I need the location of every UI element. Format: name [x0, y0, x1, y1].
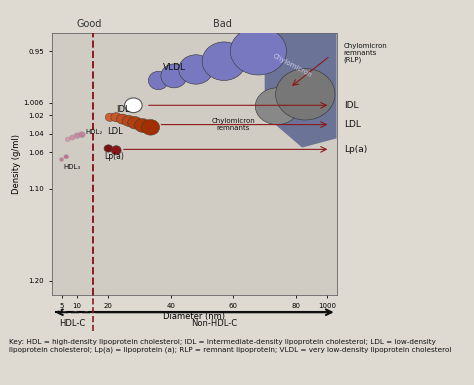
Polygon shape [264, 33, 337, 147]
Ellipse shape [179, 55, 213, 84]
Text: Bad: Bad [213, 19, 232, 29]
Text: HDL₂: HDL₂ [85, 129, 102, 135]
Text: Lp(a): Lp(a) [344, 145, 367, 154]
Ellipse shape [128, 117, 142, 129]
Text: Chylomicron: Chylomicron [272, 53, 313, 79]
X-axis label: Diameter (nm): Diameter (nm) [164, 311, 225, 321]
Ellipse shape [70, 135, 75, 140]
Ellipse shape [59, 157, 64, 161]
Text: Non-HDL-C: Non-HDL-C [191, 320, 238, 328]
Y-axis label: Density (g/ml): Density (g/ml) [12, 134, 21, 194]
Ellipse shape [161, 64, 187, 88]
Text: Key: HDL = high-density lipoprotein cholesterol; IDL = intermediate-density lipo: Key: HDL = high-density lipoprotein chol… [9, 339, 452, 353]
Text: LDL: LDL [107, 127, 122, 136]
Text: Chylomicron
remnants
(RLP): Chylomicron remnants (RLP) [344, 43, 387, 63]
Text: VLDL: VLDL [163, 63, 185, 72]
Ellipse shape [117, 114, 128, 124]
Ellipse shape [111, 146, 121, 155]
Text: IDL: IDL [116, 105, 129, 114]
Ellipse shape [255, 88, 299, 125]
Ellipse shape [65, 137, 70, 142]
Ellipse shape [111, 113, 121, 122]
Ellipse shape [105, 113, 115, 121]
Ellipse shape [202, 42, 246, 80]
Ellipse shape [122, 116, 135, 126]
Ellipse shape [104, 145, 113, 152]
Ellipse shape [230, 27, 287, 75]
Text: Good: Good [76, 19, 102, 29]
Text: IDL: IDL [344, 101, 358, 110]
Ellipse shape [64, 155, 69, 159]
Text: Lp(a): Lp(a) [105, 152, 125, 161]
Text: HDL₃: HDL₃ [63, 164, 80, 170]
Ellipse shape [275, 69, 335, 120]
Ellipse shape [125, 98, 142, 113]
Ellipse shape [74, 133, 80, 138]
Text: HDL-C: HDL-C [59, 320, 86, 328]
Ellipse shape [135, 119, 151, 132]
Text: LDL: LDL [344, 120, 361, 129]
Ellipse shape [148, 71, 168, 90]
Text: Chylomicron
remnants: Chylomicron remnants [211, 118, 255, 131]
Ellipse shape [142, 119, 160, 135]
Ellipse shape [78, 132, 85, 137]
